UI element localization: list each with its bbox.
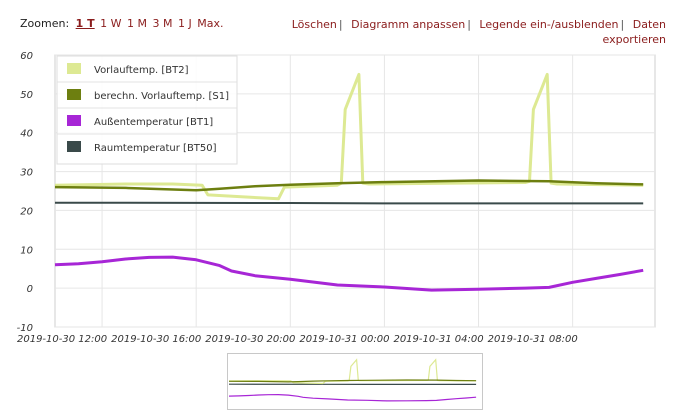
export-data-link[interactable]: Daten exportieren [602, 18, 666, 46]
clear-link[interactable]: Löschen [291, 18, 337, 31]
x-tick-label: 2019-10-31 00:00 [299, 334, 389, 345]
legend-swatch[interactable] [67, 141, 81, 152]
y-tick-label: -10 [17, 323, 33, 334]
legend-swatch[interactable] [67, 89, 81, 100]
zoom-option-1-week[interactable]: 1 W [100, 17, 122, 30]
legend-label[interactable]: Raumtemperatur [BT50] [94, 143, 217, 154]
x-tick-label: 2019-10-30 12:00 [17, 334, 107, 345]
zoom-option-3-months[interactable]: 3 M [152, 17, 173, 30]
chart-actions: Löschen | Diagramm anpassen | Legende ein-… [286, 17, 666, 47]
navigator-overview[interactable] [227, 353, 483, 410]
series-line-3 [54, 255, 644, 292]
legend-label[interactable]: Außentemperatur [BT1] [94, 117, 213, 128]
navigator-series-3 [228, 393, 477, 402]
legend-swatch[interactable] [67, 115, 81, 126]
series-line-2 [54, 179, 644, 192]
x-tick-label: 2019-10-31 08:00 [488, 334, 578, 345]
x-tick-label: 2019-10-30 16:00 [111, 334, 201, 345]
separator: | [467, 18, 471, 31]
legend-label[interactable]: berechn. Vorlauftemp. [S1] [94, 91, 229, 102]
legend-label[interactable]: Vorlauftemp. [BT2] [94, 65, 189, 76]
zoom-option-max[interactable]: Max. [197, 17, 224, 30]
legend-swatch[interactable] [67, 63, 81, 74]
navigator-series-2 [228, 379, 477, 383]
y-tick-label: 10 [20, 245, 33, 256]
series-line-1 [54, 72, 644, 201]
adjust-chart-link[interactable]: Diagramm anpassen [351, 18, 466, 31]
y-tick-label: 60 [20, 51, 33, 62]
zoom-option-1-day[interactable]: 1 T [75, 17, 95, 30]
y-tick-label: 50 [20, 90, 33, 101]
chart-toolbar: Zoomen: 1 T 1 W 1 M 3 M 1 J Max. Löschen… [0, 0, 692, 48]
y-tick-label: 40 [20, 129, 33, 140]
series-line-4 [54, 201, 644, 205]
zoom-option-1-year[interactable]: 1 J [178, 17, 192, 30]
zoom-option-1-month[interactable]: 1 M [127, 17, 148, 30]
y-tick-label: 0 [27, 284, 33, 295]
zoom-label: Zoomen: [20, 17, 70, 30]
legend-box [56, 55, 238, 165]
x-tick-label: 2019-10-31 04:00 [393, 334, 483, 345]
navigator-series-1 [228, 358, 477, 385]
separator: | [338, 18, 343, 31]
zoom-controls: Zoomen: 1 T 1 W 1 M 3 M 1 J Max. [20, 17, 226, 30]
y-tick-label: 20 [20, 206, 33, 217]
toggle-legend-link[interactable]: Legende ein-/ausblenden [479, 18, 619, 31]
separator: | [620, 18, 625, 31]
x-tick-label: 2019-10-30 20:00 [205, 334, 295, 345]
y-tick-label: 30 [20, 168, 33, 179]
